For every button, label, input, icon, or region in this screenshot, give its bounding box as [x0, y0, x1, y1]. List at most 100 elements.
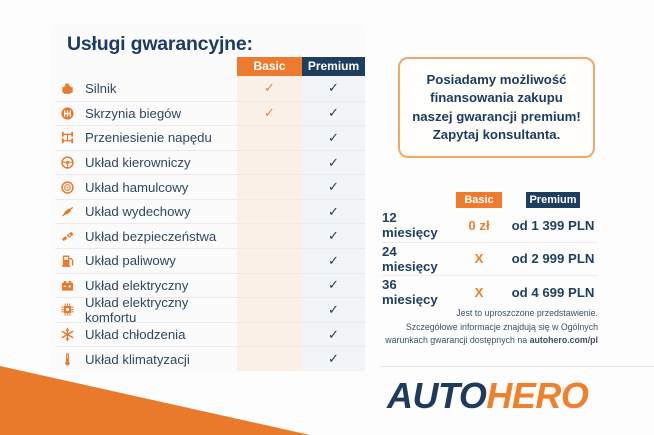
- pricing-row: 36 miesięcy X od 4 699 PLN: [382, 276, 598, 309]
- basic-cell: [237, 347, 302, 371]
- orange-corner-wedge: [0, 366, 310, 435]
- table-row: Układ hamulcowy ✓: [55, 174, 365, 199]
- pricing-row: 24 miesięcy X od 2 999 PLN: [382, 243, 598, 276]
- pricing-row: 12 miesięcy 0 zł od 1 399 PLN: [382, 209, 598, 243]
- website-url: autohero.com/pl: [529, 335, 598, 346]
- premium-check: ✓: [328, 326, 339, 342]
- premium-check: ✓: [328, 301, 339, 317]
- basic-check: ✓: [264, 80, 275, 96]
- row-label: Układ kierowniczy: [85, 155, 191, 171]
- premium-price: od 1 399 PLN: [511, 217, 595, 233]
- term-label: 24 miesięcy: [382, 243, 438, 274]
- basic-cell: [237, 126, 302, 150]
- row-label: Silnik: [85, 80, 117, 96]
- row-label: Układ paliwowy: [85, 253, 176, 269]
- premium-check: ✓: [328, 252, 339, 268]
- disclaimer-line: warunkach gwarancji dostępnych na autohe…: [385, 335, 598, 346]
- premium-cell: ✓: [302, 249, 365, 273]
- row-label: Układ bezpieczeństwa: [85, 228, 217, 244]
- term-label: 36 miesięcy: [382, 277, 438, 308]
- thermometer-icon: [55, 347, 85, 371]
- basic-cell: ✓: [237, 101, 302, 126]
- basic-cell: [237, 224, 302, 249]
- logo-hero-part: HERO: [486, 375, 589, 416]
- row-label: Układ chłodzenia: [85, 327, 186, 343]
- table-row: Układ elektryczny komfortu ✓: [55, 295, 365, 325]
- table-row: Przeniesienie napędu ✓: [55, 125, 365, 150]
- premium-cell: ✓: [302, 76, 365, 101]
- table-row: Układ paliwowy ✓: [55, 248, 365, 273]
- promo-line: Zapytaj konsultanta.: [432, 126, 561, 142]
- table-row: Układ wydechowy ✓: [55, 198, 365, 224]
- basic-cell: [237, 249, 302, 273]
- disclaimer-line: Jest to uproszczone przedstawienie.: [456, 308, 598, 318]
- brake-disc-icon: [55, 175, 85, 199]
- steering-wheel-icon: [55, 151, 85, 175]
- warranty-table-header: Basic Premium: [55, 57, 365, 76]
- premium-check: ✓: [328, 351, 339, 367]
- autohero-logo: AUTOHERO: [387, 375, 589, 416]
- premium-check: ✓: [328, 154, 339, 170]
- basic-price: X: [474, 251, 484, 267]
- premium-check: ✓: [328, 277, 339, 293]
- table-row: Układ kierowniczy ✓: [55, 149, 365, 175]
- basic-cell: [237, 199, 302, 224]
- financing-promo-box: Posiadamy możliwość finansowania zakupu …: [398, 57, 595, 158]
- premium-cell: ✓: [302, 347, 365, 371]
- premium-check: ✓: [328, 105, 339, 121]
- fuel-pump-icon: [55, 249, 85, 273]
- premium-check: ✓: [328, 179, 339, 195]
- premium-cell: ✓: [302, 101, 365, 126]
- table-row: Silnik ✓ ✓: [55, 76, 365, 101]
- row-label: Układ elektryczny: [85, 277, 189, 293]
- premium-cell: ✓: [302, 199, 365, 224]
- warranty-table: Basic Premium Silnik ✓ ✓ Skrzynia biegów…: [55, 57, 365, 371]
- page-title: Usługi gwarancyjne:: [67, 33, 253, 55]
- battery-icon: [55, 274, 85, 298]
- table-row: Układ klimatyzacji ✓: [55, 346, 365, 371]
- table-row: Układ chłodzenia ✓: [55, 321, 365, 347]
- logo-auto-part: AUTO: [387, 375, 487, 416]
- term-label: 12 miesięcy: [382, 210, 438, 241]
- disclaimer-text: Jest to uproszczone przedstawienie. Szcz…: [320, 307, 598, 348]
- premium-price: od 2 999 PLN: [511, 251, 595, 267]
- chip-icon: [55, 298, 85, 322]
- table-row: Skrzynia biegów ✓ ✓: [55, 100, 365, 126]
- disclaimer-line: Szczegółowe informacje znajdują się w Og…: [405, 321, 598, 332]
- pricing-table-header: Basic Premium: [382, 192, 598, 209]
- drivetrain-icon: [55, 126, 85, 150]
- promo-line: finansowania zakupu: [430, 90, 563, 106]
- basic-column-header: Basic: [237, 57, 302, 76]
- premium-check: ✓: [328, 228, 339, 244]
- promo-line: naszej gwarancji premium!: [412, 108, 581, 124]
- row-label: Układ elektryczny komfortu: [85, 295, 189, 325]
- snowflake-icon: [55, 323, 85, 347]
- row-label: Układ klimatyzacji: [85, 351, 190, 367]
- basic-cell: [237, 298, 302, 322]
- table-row: Układ bezpieczeństwa ✓: [55, 223, 365, 249]
- premium-cell: ✓: [302, 298, 365, 322]
- basic-cell: ✓: [237, 76, 302, 101]
- promo-line: Posiadamy możliwość: [426, 71, 567, 87]
- row-label: Układ hamulcowy: [85, 179, 189, 195]
- table-row: Układ elektryczny ✓: [55, 272, 365, 298]
- basic-cell: [237, 175, 302, 199]
- pricing-basic-header: Basic: [456, 192, 502, 208]
- row-label: Przeniesienie napędu: [85, 130, 212, 146]
- premium-price: od 4 699 PLN: [511, 284, 595, 300]
- premium-cell: ✓: [302, 322, 365, 347]
- basic-check: ✓: [264, 105, 275, 121]
- basic-cell: [237, 273, 302, 298]
- premium-cell: ✓: [302, 150, 365, 175]
- basic-cell: [237, 150, 302, 175]
- header-spacer: [55, 57, 237, 76]
- basic-price: 0 zł: [468, 217, 490, 233]
- exhaust-icon: [55, 200, 85, 224]
- pricing-table: Basic Premium 12 miesięcy 0 zł od 1 399 …: [382, 192, 598, 309]
- seatbelt-icon: [55, 224, 85, 248]
- footer-divider: [380, 366, 654, 367]
- gearbox-icon: [55, 102, 85, 126]
- engine-icon: [55, 76, 85, 101]
- premium-cell: ✓: [302, 126, 365, 150]
